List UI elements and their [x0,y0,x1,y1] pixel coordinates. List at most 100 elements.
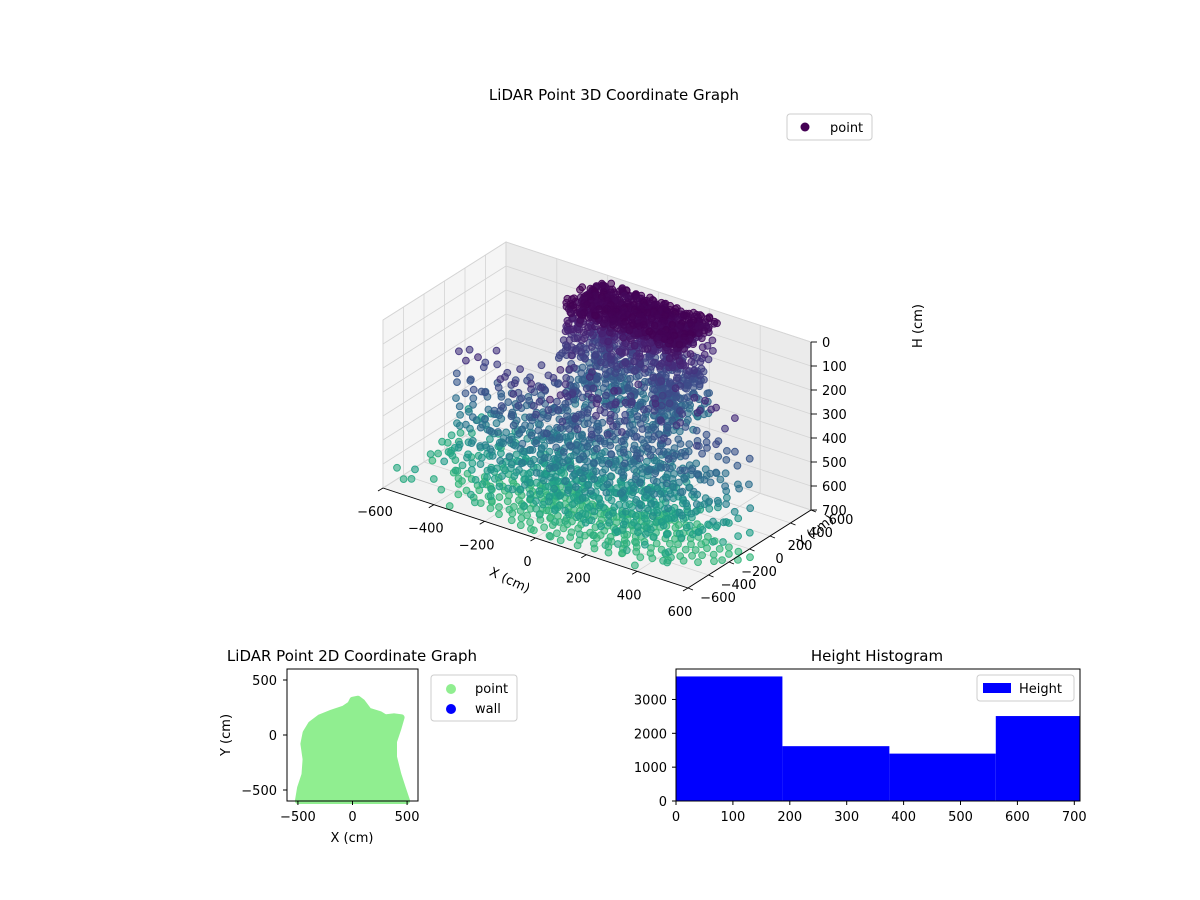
data-point [611,456,620,464]
data-point [705,497,714,506]
data-point [456,411,465,419]
data-point [556,536,565,545]
data-point [630,367,639,376]
data-point [510,472,519,481]
data-point [633,412,642,421]
data-point [587,487,595,495]
data-point [628,502,636,511]
data-point [665,389,673,398]
data-point [678,487,687,496]
data-point [452,369,461,378]
data-point [646,525,655,534]
data-point [670,451,679,460]
histogram-frame [675,668,1081,802]
data-point [447,431,456,440]
data-point [692,426,701,435]
data-point [575,455,584,464]
y-tick-label: 600 [829,513,854,528]
grid-line-h [382,361,507,441]
data-point [700,350,709,359]
data-point [725,543,733,552]
data-point [719,538,727,546]
data-point [706,478,715,487]
data-point [476,442,485,450]
data-point [595,501,604,510]
data-point [581,463,589,472]
data-point [650,490,658,499]
data-point [709,517,717,526]
y-tick [728,561,735,565]
data-point [567,309,576,318]
data-point [426,450,435,459]
data-point [643,345,652,353]
data-point [575,468,584,477]
data-point [535,397,544,406]
data-point [591,322,599,331]
data-point [693,441,701,450]
data-point [596,406,605,415]
data-point [498,472,506,481]
data-point [663,423,672,432]
chart-3d-points [393,279,755,570]
histogram-bars [676,676,1080,801]
data-point [556,366,565,374]
data-point [685,367,693,375]
data-point [481,388,489,397]
data-point [658,391,667,400]
data-point [537,383,545,392]
data-point [709,550,718,559]
data-point [485,426,494,435]
data-point [497,402,506,410]
data-point [540,523,548,532]
y-tick-label: 0 [269,729,277,744]
data-point [605,518,614,527]
data-point [721,482,729,491]
data-point [672,393,681,402]
data-point [578,494,587,502]
data-point [589,531,597,540]
data-point [488,452,497,460]
data-point [518,439,527,448]
data-point [679,556,688,565]
data-point [665,399,674,408]
data-point [561,399,570,408]
data-point [561,517,570,525]
x-tick-label: 0 [523,555,531,570]
data-point [545,464,554,473]
data-point [496,456,505,465]
histogram-bar [676,676,783,801]
histogram-legend-frame [976,674,1075,702]
data-point [600,320,608,328]
data-point [571,483,580,491]
data-point [630,465,639,474]
data-point [730,507,739,516]
data-point [527,431,536,440]
data-point [563,343,572,352]
data-point [590,459,598,468]
data-point [632,547,641,556]
data-point [515,429,524,438]
data-point [455,440,464,449]
grid-line-h [382,313,507,393]
data-point [641,530,650,538]
y-tick-label: −400 [721,578,757,593]
data-point [607,496,616,505]
data-point [619,520,628,529]
data-point [683,393,692,402]
data-point [605,344,614,353]
data-point [716,475,725,484]
z-tick-label: 600 [822,480,847,495]
data-point [620,448,628,457]
data-point [516,365,524,374]
data-point [695,380,704,389]
data-point [714,452,723,461]
data-point [634,329,642,338]
data-point [495,482,504,491]
data-point [527,379,535,388]
data-point [527,460,535,468]
data-point [673,374,681,382]
data-point [638,425,647,433]
data-point [526,445,535,454]
data-point [627,335,635,344]
data-point [694,528,703,536]
